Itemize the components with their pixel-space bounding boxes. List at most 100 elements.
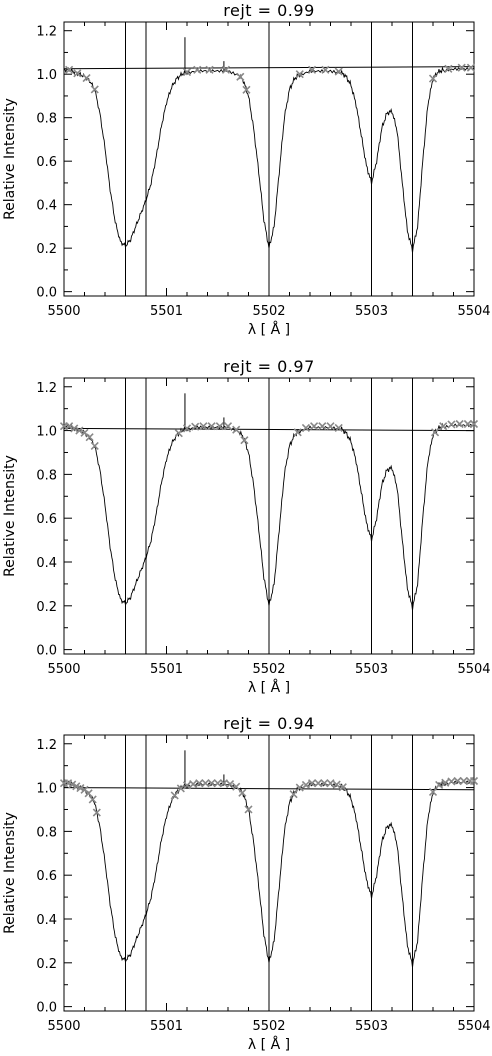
y-tick-label: 1.0 [36, 425, 57, 440]
continuum-marker [205, 65, 214, 74]
x-tick-label: 5504 [457, 662, 490, 677]
x-tick-label: 5504 [457, 304, 490, 319]
continuum-marker [195, 779, 204, 788]
spectrum-line [63, 779, 475, 968]
y-tick-label: 0.6 [36, 869, 57, 884]
continuum-marker [90, 85, 99, 94]
y-tick-label: 0.0 [36, 644, 57, 659]
continuum-marker [182, 67, 192, 77]
continuum-marker [70, 424, 79, 433]
continuum-marker [76, 783, 85, 793]
y-tick-label: 0.8 [36, 825, 57, 840]
chart-title: rejt = 0.99 [223, 1, 315, 20]
continuum-marker [428, 787, 438, 797]
spectrum-line [63, 422, 475, 611]
continuum-fit-line [63, 787, 475, 791]
x-tick-label: 5500 [47, 1019, 80, 1034]
continuum-marker [459, 776, 468, 786]
continuum-marker [221, 65, 231, 74]
continuum-marker [65, 422, 74, 431]
continuum-marker [242, 85, 251, 94]
continuum-marker [201, 779, 210, 788]
x-tick-label: 5504 [457, 1019, 490, 1034]
continuum-marker [334, 423, 343, 433]
y-tick-label: 1.0 [36, 782, 57, 797]
continuum-marker [236, 72, 245, 81]
continuum-marker [293, 428, 302, 437]
spectrum-line [63, 66, 475, 253]
chart-title: rejt = 0.97 [223, 357, 315, 376]
continuum-marker [65, 65, 74, 74]
x-tick-label: 5503 [355, 304, 388, 319]
continuum-marker [430, 428, 440, 437]
continuum-marker [223, 422, 233, 431]
continuum-marker [73, 69, 82, 78]
chart-panel-2: rejt = 0.97 5500 5501 5502 5503 5504 0.0 0.2 0.4… [2, 357, 491, 696]
y-tick-label: 1.0 [36, 68, 57, 83]
continuum-marker [232, 425, 241, 434]
y-tick-label: 1.2 [36, 381, 57, 396]
x-axis-label: λ [ Å ] [248, 679, 290, 696]
continuum-marker [182, 781, 192, 790]
y-tick-label: 0.0 [36, 286, 57, 301]
continuum-marker [469, 776, 479, 786]
continuum-marker [463, 419, 472, 429]
continuum-marker [207, 422, 216, 431]
continuum-fit-line [63, 66, 475, 70]
chart-title: rejt = 0.94 [223, 714, 315, 733]
continuum-marker [307, 65, 317, 74]
continuum-marker [207, 779, 216, 788]
continuum-marker [219, 779, 228, 788]
x-tick-label: 5500 [47, 304, 80, 319]
continuum-marker [310, 422, 319, 431]
continuum-marker [444, 64, 453, 73]
continuum-marker [199, 422, 208, 431]
continuum-marker [466, 63, 475, 72]
continuum-marker [170, 791, 179, 800]
continuum-marker [307, 779, 317, 788]
continuum-marker [90, 441, 99, 450]
continuum-marker [75, 426, 84, 435]
continuum-marker [301, 780, 310, 790]
y-tick-label: 0.4 [36, 199, 57, 214]
continuum-marker [334, 67, 343, 76]
continuum-marker [88, 795, 97, 804]
continuum-marker [318, 422, 327, 431]
continuum-marker [82, 74, 91, 83]
continuum-marker [326, 422, 335, 431]
continuum-marker [225, 780, 235, 789]
y-tick-label: 0.6 [36, 155, 57, 170]
x-tick-label: 5502 [252, 304, 285, 319]
continuum-marker [441, 778, 450, 787]
y-tick-label: 0.0 [36, 1001, 57, 1016]
continuum-marker [457, 63, 466, 72]
chart-panel-1: rejt = 0.99 5500 5501 5502 5503 5504 0.0 0.2 0.4… [2, 1, 491, 338]
x-axis-label: λ [ Å ] [248, 321, 290, 338]
continuum-marker [72, 782, 81, 791]
continuum-marker [439, 422, 448, 431]
y-axis-label: Relative Intensity [2, 455, 18, 577]
continuum-marker [191, 422, 200, 431]
continuum-marker [314, 779, 323, 788]
continuum-marker [320, 779, 329, 788]
y-tick-label: 0.4 [36, 913, 57, 928]
x-tick-label: 5501 [150, 1019, 183, 1034]
continuum-marker [232, 782, 241, 791]
continuum-marker [215, 422, 224, 431]
continuum-marker [238, 788, 247, 797]
y-tick-label: 0.2 [36, 242, 57, 257]
y-tick-label: 0.6 [36, 512, 57, 527]
continuum-marker [469, 419, 479, 429]
x-tick-label: 5502 [252, 1019, 285, 1034]
x-tick-label: 5501 [150, 304, 183, 319]
continuum-marker [332, 780, 341, 789]
continuum-marker [321, 65, 330, 74]
y-axis-label: Relative Intensity [2, 812, 18, 934]
continuum-marker [289, 790, 298, 799]
continuum-marker [92, 808, 101, 817]
continuum-fit-line [63, 427, 475, 432]
continuum-marker [338, 783, 347, 792]
continuum-marker [240, 436, 249, 445]
continuum-marker [189, 780, 198, 789]
